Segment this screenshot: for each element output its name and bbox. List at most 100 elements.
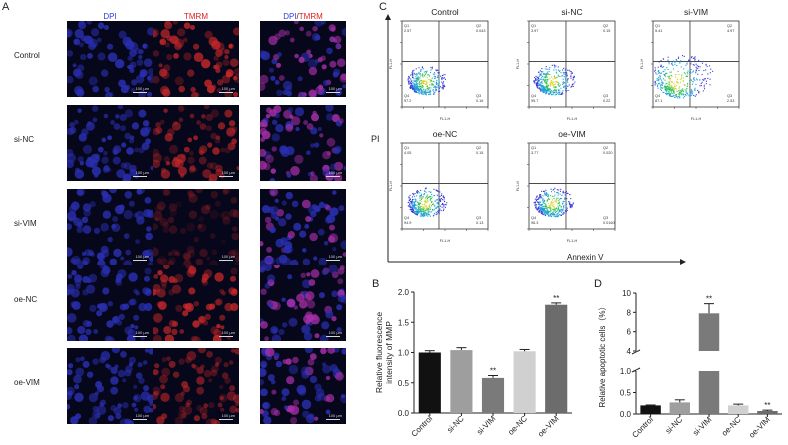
event-dot [418, 78, 420, 80]
cell-dot [301, 324, 311, 334]
event-dot [555, 211, 557, 213]
event-dot [673, 87, 675, 89]
event-dot [560, 198, 562, 200]
event-dot [561, 211, 563, 213]
cell-dot [82, 225, 92, 234]
event-dot [659, 72, 661, 74]
event-dot [427, 215, 429, 217]
event-dot [420, 215, 422, 217]
cell-dot [300, 366, 311, 376]
cell-dot [314, 34, 321, 41]
scalebar [133, 92, 147, 93]
event-dot [408, 76, 410, 78]
cell-dot [87, 53, 93, 59]
event-dot [700, 85, 702, 87]
cell-dot [120, 256, 125, 261]
event-dot [413, 207, 415, 209]
cell-dot [217, 122, 226, 130]
event-dot [559, 84, 561, 86]
event-dot [556, 213, 558, 215]
cell-dot [67, 50, 74, 57]
event-dot [443, 196, 445, 198]
cell-dot [310, 269, 320, 278]
event-dot [439, 90, 441, 92]
event-dot [411, 73, 413, 75]
cell-dot [156, 201, 166, 211]
cell-dot [125, 365, 133, 373]
quadrant-value-1: 0.043 [476, 29, 486, 33]
event-dot [563, 76, 565, 78]
event-dot [557, 203, 559, 205]
event-dot [558, 199, 560, 201]
event-dot [545, 189, 547, 191]
event-dot [672, 87, 674, 89]
event-dot [429, 215, 431, 217]
event-dot [420, 89, 422, 91]
cell-dot [207, 142, 213, 148]
cell-dot [300, 92, 306, 97]
cell-dot [107, 135, 112, 141]
event-dot [425, 187, 427, 189]
event-dot [555, 78, 557, 80]
cell-dot [163, 265, 170, 270]
event-dot [413, 82, 415, 84]
event-dot [542, 199, 544, 201]
cell-dot [93, 173, 99, 178]
event-dot [694, 59, 696, 61]
event-dot [548, 89, 550, 91]
event-dot [705, 83, 707, 85]
event-dot [670, 89, 672, 91]
event-dot [544, 200, 546, 202]
event-dot [419, 192, 421, 194]
cell-dot [193, 300, 200, 307]
cell-dot [308, 59, 318, 69]
event-dot [546, 211, 548, 213]
cell-dot [143, 405, 151, 414]
event-dot [412, 201, 414, 203]
event-dot [557, 191, 559, 193]
event-dot [550, 188, 552, 190]
cell-dot [199, 123, 207, 130]
event-dot [692, 92, 694, 94]
event-dot [705, 69, 707, 71]
event-dot [553, 90, 555, 92]
event-dot [565, 67, 567, 69]
event-dot [552, 82, 554, 84]
event-dot [548, 215, 550, 217]
event-dot [412, 206, 414, 208]
event-dot [441, 199, 443, 201]
cell-dot [275, 124, 284, 133]
event-dot [540, 78, 542, 80]
event-dot [414, 211, 416, 213]
event-dot [554, 199, 556, 201]
event-dot [433, 81, 435, 83]
cell-dot [303, 332, 313, 341]
event-dot [686, 88, 688, 90]
event-dot [558, 90, 560, 92]
event-dot [411, 202, 413, 204]
event-dot [541, 211, 543, 213]
event-dot [678, 56, 680, 58]
event-dot [569, 202, 571, 204]
event-dot [681, 76, 683, 78]
cell-dot [110, 376, 119, 385]
event-dot [555, 210, 557, 212]
event-dot [538, 194, 540, 196]
cell-dot [266, 246, 272, 253]
cell-dot [142, 120, 150, 127]
event-dot [666, 86, 668, 88]
event-dot [435, 86, 437, 88]
cell-dot [290, 417, 298, 424]
event-dot [548, 198, 550, 200]
event-dot [412, 206, 414, 208]
event-dot [552, 189, 554, 191]
event-dot [554, 191, 556, 193]
event-dot [571, 205, 573, 207]
event-dot [413, 80, 415, 82]
event-dot [543, 79, 545, 81]
cell-dot [120, 162, 127, 169]
event-dot [441, 77, 443, 79]
event-dot [664, 69, 666, 71]
event-dot [442, 210, 444, 212]
event-dot [542, 90, 544, 92]
